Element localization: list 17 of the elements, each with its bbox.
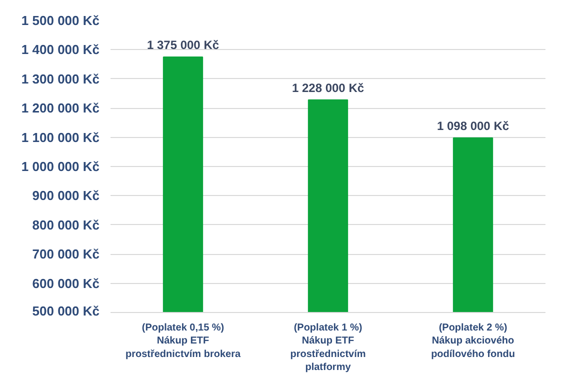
x-tick-label: (Poplatek 2 %) Nákup akciového podílového fondu <box>431 322 515 360</box>
y-tick-label: 1 500 000 Kč <box>21 13 100 28</box>
y-tick-label: 1 100 000 Kč <box>21 130 100 145</box>
data-label: 1 375 000 Kč <box>146 38 220 52</box>
x-tick-label: (Poplatek 1 %) Nákup ETF prostřednictvím platformy <box>290 322 366 373</box>
data-label: 1 098 000 Kč <box>436 118 510 133</box>
y-tick-label: 500 000 Kč <box>32 304 100 318</box>
y-tick-label: 1 400 000 Kč <box>21 42 100 58</box>
y-tick-label: 1 200 000 Kč <box>21 100 100 116</box>
y-tick-label: 700 000 Kč <box>32 246 100 262</box>
y-tick-label: 1 300 000 Kč <box>21 71 100 86</box>
y-tick-label: 800 000 Kč <box>32 217 100 232</box>
data-label: 1 228 000 Kč <box>292 80 364 95</box>
y-tick-label: 1 000 000 Kč <box>21 159 100 174</box>
y-tick-label: 600 000 Kč <box>32 276 100 291</box>
y-tick-label: 900 000 Kč <box>32 188 100 204</box>
x-tick-label: (Poplatek 0,15 %) Nákup ETF prostřednictvím brokera <box>125 322 241 360</box>
